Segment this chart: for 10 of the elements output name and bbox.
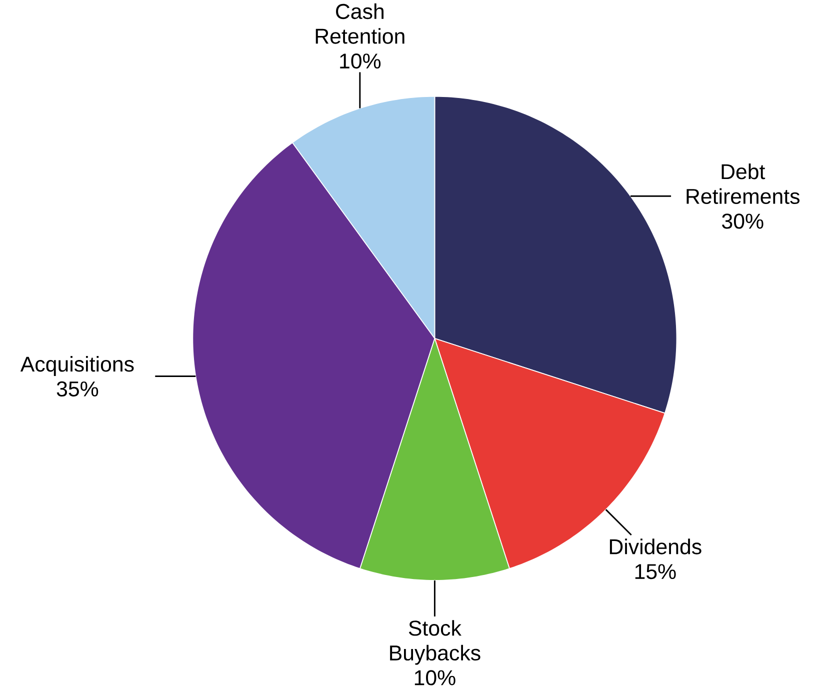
data-label: 35% [56, 382, 98, 397]
data-label: 10% [414, 670, 456, 686]
data-label: 30% [722, 214, 764, 229]
slice-label: Dividends [610, 538, 702, 554]
slice-label: Debt Retirements [686, 164, 800, 204]
slice-label: Acquisitions [20, 356, 134, 376]
data-label: 10% [340, 54, 381, 69]
slice-label: Cash Retention [316, 4, 404, 44]
data-label: 15% [635, 564, 676, 580]
slice-label: Stock Buybacks [390, 620, 480, 665]
